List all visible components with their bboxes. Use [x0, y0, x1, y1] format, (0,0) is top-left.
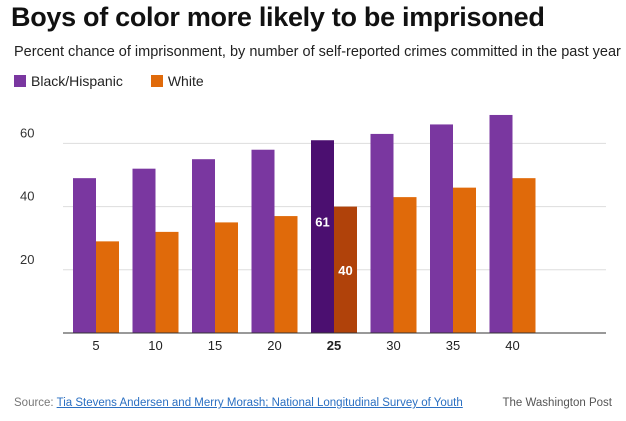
y-tick-label-60: 60: [20, 125, 34, 140]
y-tick-label-20: 20: [20, 252, 34, 267]
x-tick-label-5: 5: [92, 338, 99, 353]
legend-label-black-hispanic: Black/Hispanic: [31, 73, 123, 89]
x-tick-label-20: 20: [267, 338, 281, 353]
legend-label-white: White: [167, 73, 204, 89]
bar-black-hispanic-25: [311, 140, 334, 333]
publisher-credit: The Washington Post: [502, 397, 612, 409]
data-label-black-hispanic-25: 61: [315, 215, 329, 230]
bar-chart: 20 40 60 5 10 15 20 25 61 40 30 35 40: [20, 114, 606, 353]
bar-white-35: [453, 187, 476, 333]
legend-item-white: White: [150, 73, 204, 89]
bar-white-40: [512, 178, 536, 333]
legend-swatch-white: [150, 75, 163, 87]
chart-legend: Black/Hispanic White: [14, 72, 232, 90]
x-tick-label-30: 30: [386, 338, 400, 353]
chart-title: Boys of color more likely to be imprison…: [11, 2, 545, 32]
bar-black-hispanic-15: [192, 159, 215, 333]
x-tick-label-10: 10: [148, 338, 162, 353]
bar-white-15: [215, 222, 238, 333]
bar-black-hispanic-5: [73, 178, 96, 333]
chart-subtitle: Percent chance of imprisonment, by numbe…: [14, 44, 621, 60]
bar-black-hispanic-30: [370, 133, 394, 333]
legend-swatch-black-hispanic: [14, 75, 26, 87]
bar-white-25: [334, 206, 357, 333]
bar-white-10: [155, 231, 179, 333]
bar-black-hispanic-10: [132, 168, 156, 333]
bar-white-30: [393, 197, 417, 333]
x-tick-label-40: 40: [505, 338, 519, 353]
y-tick-label-40: 40: [20, 189, 34, 204]
data-label-white-25: 40: [338, 263, 352, 278]
source-prefix: Source:: [14, 397, 57, 409]
bar-white-5: [96, 241, 119, 333]
bar-black-hispanic-35: [430, 124, 453, 333]
bar-black-hispanic-20: [251, 149, 275, 333]
source-link[interactable]: Tia Stevens Andersen and Merry Morash; N…: [56, 397, 463, 409]
legend-item-black-hispanic: Black/Hispanic: [14, 73, 123, 89]
bar-black-hispanic-40: [489, 114, 513, 334]
x-tick-label-25: 25: [327, 338, 341, 353]
x-tick-label-15: 15: [208, 338, 222, 353]
bar-white-20: [274, 216, 298, 333]
chart-footer: Source: Tia Stevens Andersen and Merry M…: [14, 397, 612, 409]
x-tick-label-35: 35: [446, 338, 460, 353]
